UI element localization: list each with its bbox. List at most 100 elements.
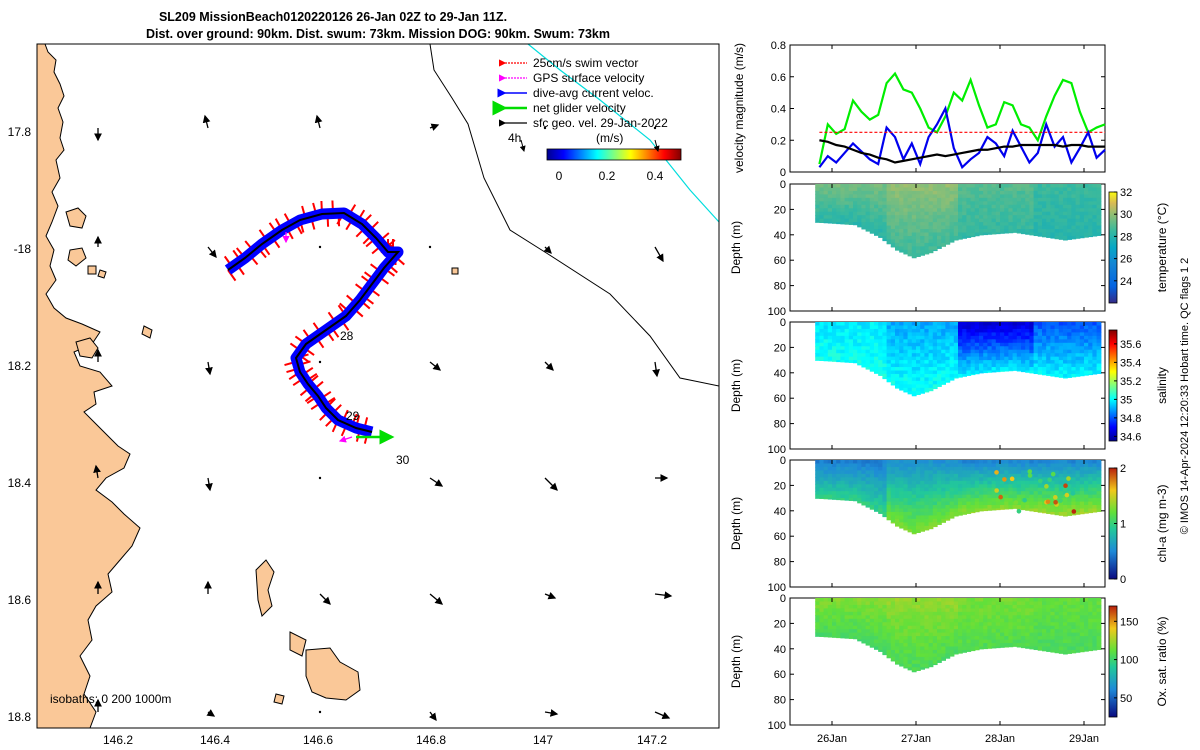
section-cell <box>995 197 1001 202</box>
section-cell <box>853 218 858 223</box>
section-cell <box>848 618 854 623</box>
section-cell <box>911 335 917 340</box>
section-cell <box>832 470 837 475</box>
section-cell <box>932 328 938 333</box>
section-cell <box>1079 197 1085 202</box>
geo-vector <box>544 709 559 717</box>
section-cell <box>869 190 875 195</box>
section-cell <box>911 470 917 475</box>
section-cell <box>911 194 917 199</box>
section-cell <box>970 349 976 354</box>
section-cell <box>916 184 921 189</box>
section-cell <box>966 197 972 202</box>
section-cell <box>916 253 921 257</box>
section-cell <box>903 353 909 358</box>
section-cell <box>1033 498 1039 503</box>
section-cell <box>1096 229 1102 234</box>
section-cell <box>911 649 917 655</box>
section-cell <box>869 215 875 220</box>
section-cell <box>920 339 925 344</box>
section-cell <box>1016 360 1022 365</box>
section-cell <box>878 349 883 354</box>
section-cell <box>945 349 951 354</box>
section-cell <box>844 342 850 347</box>
section-cell <box>1012 322 1018 327</box>
section-cell <box>899 491 904 496</box>
section-cell <box>1067 367 1072 372</box>
section-cell <box>878 636 883 641</box>
section-cell <box>865 346 871 351</box>
section-cell <box>1067 601 1072 606</box>
section-cell <box>832 322 837 327</box>
section-cell <box>937 246 942 249</box>
copyright: © IMOS 14-Apr-2024 12:20:33 Hobart time.… <box>1179 258 1191 535</box>
section-cell <box>937 656 942 661</box>
section-cell <box>937 204 942 209</box>
section-cell <box>937 636 942 641</box>
section-cell <box>857 494 862 499</box>
section-cell <box>924 518 930 523</box>
section-cell <box>1021 618 1026 623</box>
section-cell <box>857 187 862 192</box>
map-ytick: 18.2 <box>8 359 32 373</box>
section-cell <box>1084 629 1089 634</box>
section-cell <box>890 363 896 368</box>
section-cell <box>836 498 841 501</box>
section-cell <box>1063 601 1068 606</box>
section-cell <box>1012 201 1018 206</box>
section-cell <box>1067 370 1072 375</box>
section-cell <box>886 636 892 641</box>
section-cell <box>983 625 988 630</box>
section-cell <box>1050 480 1056 485</box>
section-cell <box>848 498 854 501</box>
section-cell <box>1042 601 1047 606</box>
section-cell <box>924 636 930 641</box>
section-cell <box>945 649 951 655</box>
section-cell <box>1054 190 1060 195</box>
chl-sample-dot <box>1070 487 1076 493</box>
section-cell <box>907 463 913 468</box>
section-cell <box>1012 487 1018 492</box>
section-cell <box>907 629 913 634</box>
section-cell <box>836 463 841 468</box>
section-cell <box>1054 349 1060 354</box>
section-cell <box>1021 370 1026 373</box>
section-cell <box>953 480 959 485</box>
section-cell <box>1079 611 1085 616</box>
section-cell <box>1025 367 1030 372</box>
section-cell <box>1042 335 1047 340</box>
section-cell <box>953 601 959 606</box>
section-cell <box>958 370 963 375</box>
section-cell <box>1004 466 1009 471</box>
section-cell <box>991 601 997 606</box>
section-cell <box>932 194 938 199</box>
section-cell <box>857 601 862 606</box>
section-cell <box>1071 636 1077 641</box>
section-cell <box>907 208 913 213</box>
section-cell <box>995 505 1001 510</box>
section-cell <box>1096 349 1102 354</box>
section-cell <box>1067 598 1072 603</box>
section-cell <box>911 498 917 503</box>
section-cell <box>911 242 917 247</box>
section-cell <box>974 480 980 485</box>
section-cell <box>1033 322 1039 327</box>
section-cell <box>836 615 841 620</box>
section-cell <box>1088 649 1093 652</box>
section-cell <box>987 604 993 609</box>
section-cell <box>920 529 925 532</box>
section-cell <box>916 501 921 506</box>
section-cell <box>869 505 875 510</box>
section-cell <box>979 611 984 616</box>
section-cell <box>995 646 1001 649</box>
section-cell <box>966 601 972 606</box>
section-cell <box>920 229 925 234</box>
section-cell <box>815 328 820 333</box>
section-cell <box>827 187 833 192</box>
section-cell <box>916 349 921 354</box>
section-cell <box>916 218 921 223</box>
colorbar-tick: 35 <box>1120 394 1132 406</box>
section-cell <box>932 201 938 206</box>
section-cell <box>983 480 988 485</box>
section-cell <box>819 184 825 189</box>
